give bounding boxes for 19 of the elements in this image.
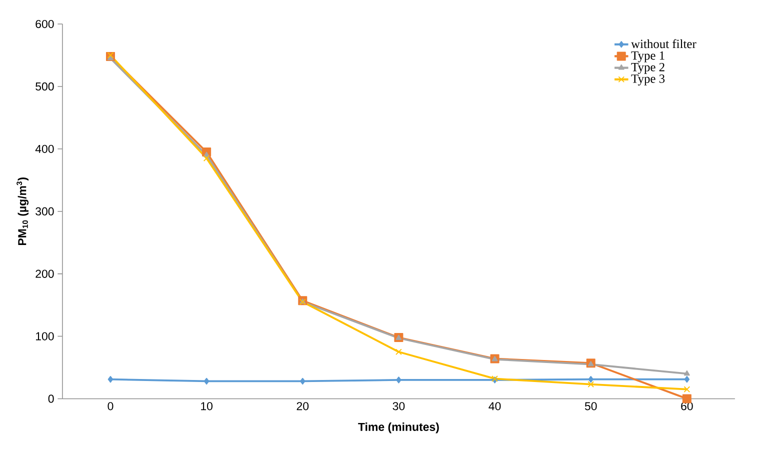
- y-tick-label: 400: [35, 144, 54, 153]
- legend-label: Type 2: [631, 62, 664, 74]
- y-axis-title: PM$_{10}$ (µg/m$^{3}$): [16, 177, 29, 245]
- x-tick-label: 0: [108, 402, 114, 410]
- x-axis-title: Time (minutes): [358, 422, 439, 434]
- y-tick-label: 0: [48, 394, 54, 403]
- x-tick-label: 30: [392, 402, 405, 410]
- y-tick-label: 300: [36, 207, 54, 216]
- y-tick-label: 600: [36, 20, 54, 28]
- legend-label: Type 3: [631, 74, 665, 86]
- legend-label: without filter: [631, 39, 696, 48]
- x-tick-label: 40: [488, 402, 501, 410]
- x-tick-label: 50: [584, 402, 597, 410]
- y-tick-label: 500: [36, 82, 54, 90]
- x-tick-label: 20: [296, 402, 309, 410]
- y-tick-label: 100: [36, 332, 54, 340]
- x-tick-label: 10: [201, 402, 213, 410]
- legend-label: Type 1: [631, 51, 664, 62]
- y-tick-label: 200: [36, 270, 54, 278]
